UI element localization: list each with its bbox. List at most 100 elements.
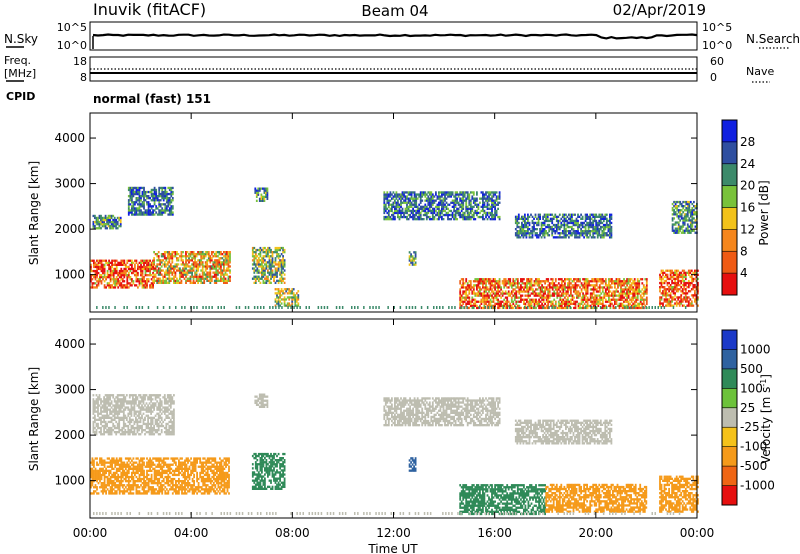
echo-cell <box>416 211 419 215</box>
echo-cell <box>542 290 545 293</box>
echo-cell <box>143 186 145 190</box>
echo-cell <box>583 288 586 291</box>
echo-cell <box>194 255 196 258</box>
echo-cell <box>672 296 675 299</box>
echo-cell <box>439 209 442 213</box>
echo-cell <box>632 288 635 291</box>
echo-cell <box>694 221 697 224</box>
echo-cell <box>115 225 118 228</box>
echo-cell <box>259 255 262 258</box>
echo-cell <box>262 269 265 272</box>
echo-cell <box>492 306 495 310</box>
echo-cell <box>220 275 222 278</box>
echo-cell <box>566 230 569 233</box>
echo-cell <box>466 215 469 219</box>
echo-cell <box>556 290 559 293</box>
echo-cell <box>603 286 606 289</box>
echo-cell <box>157 281 160 284</box>
echo-cell <box>480 282 483 285</box>
echo-cell <box>166 251 169 254</box>
echo-cell <box>118 261 121 264</box>
echo-cell <box>203 279 206 282</box>
echo-cell <box>601 304 604 307</box>
echo-cell <box>609 284 612 287</box>
echo-cell <box>694 292 696 295</box>
echo-cell <box>629 286 631 289</box>
echo-cell <box>663 288 666 291</box>
echo-cell <box>494 199 496 202</box>
echo-cell <box>585 304 587 307</box>
echo-cell <box>465 286 468 289</box>
echo-cell <box>428 203 431 206</box>
echo-cell <box>669 277 672 281</box>
echo-cell <box>669 294 672 297</box>
echo-cell <box>571 228 573 231</box>
echo-cell <box>107 220 110 224</box>
echo-cell <box>644 304 647 307</box>
echo-cell <box>96 306 98 309</box>
echo-cell <box>527 306 529 309</box>
echo-cell <box>150 274 153 277</box>
echo-cell <box>217 306 219 309</box>
echo-cell <box>536 288 539 291</box>
echo-cell <box>551 213 554 216</box>
echo-cell <box>223 273 225 276</box>
echo-cell <box>267 251 269 254</box>
echo-cell <box>674 288 676 291</box>
echo-cell <box>189 267 192 270</box>
echo-cell <box>636 306 639 310</box>
echo-cell <box>99 265 101 269</box>
echo-cell <box>525 234 528 237</box>
echo-cell <box>123 267 126 271</box>
echo-cell <box>681 269 684 272</box>
echo-cell <box>560 221 563 225</box>
echo-cell <box>678 279 681 283</box>
echo-cell <box>683 279 686 283</box>
echo-cell <box>410 203 413 206</box>
echo-cell <box>608 284 610 287</box>
echo-cell <box>682 200 685 204</box>
echo-cell <box>90 471 92 475</box>
echo-cell <box>482 191 484 194</box>
echo-cell <box>503 302 506 305</box>
echo-cell <box>453 215 455 219</box>
echo-cell <box>127 259 130 262</box>
echo-cell <box>574 284 577 287</box>
echo-cell <box>218 265 221 268</box>
echo-cell <box>448 193 451 196</box>
echo-cell <box>507 280 510 283</box>
echo-cell <box>155 192 158 196</box>
echo-cell <box>209 273 212 276</box>
echo-cell <box>131 205 133 208</box>
echo-cell <box>158 192 161 196</box>
echo-cell <box>568 286 571 289</box>
echo-cell <box>407 209 410 213</box>
echo-cell <box>255 193 258 196</box>
echo-cell <box>567 298 569 301</box>
echo-cell <box>111 271 113 275</box>
echo-cell <box>515 278 518 281</box>
echo-cell <box>553 292 556 295</box>
echo-cell <box>268 251 271 254</box>
echo-cell <box>160 261 163 264</box>
echo-cell <box>207 257 210 260</box>
echo-cell <box>479 300 481 303</box>
echo-cell <box>410 259 412 262</box>
echo-cell <box>593 306 596 309</box>
echo-cell <box>504 282 507 285</box>
echo-cell <box>176 263 178 266</box>
echo-cell <box>530 306 533 310</box>
echo-cell <box>483 290 486 293</box>
echo-cell <box>662 292 664 295</box>
echo-cell <box>549 217 552 220</box>
echo-cell <box>671 225 674 228</box>
echo-cell <box>96 269 98 273</box>
echo-cell <box>158 213 161 216</box>
echo-cell <box>387 199 390 202</box>
echo-cell <box>691 209 694 212</box>
echo-cell <box>126 274 129 277</box>
echo-cell <box>582 300 584 303</box>
echo-cell <box>689 302 692 305</box>
echo-cell <box>538 294 540 297</box>
echo-cell <box>270 259 272 262</box>
